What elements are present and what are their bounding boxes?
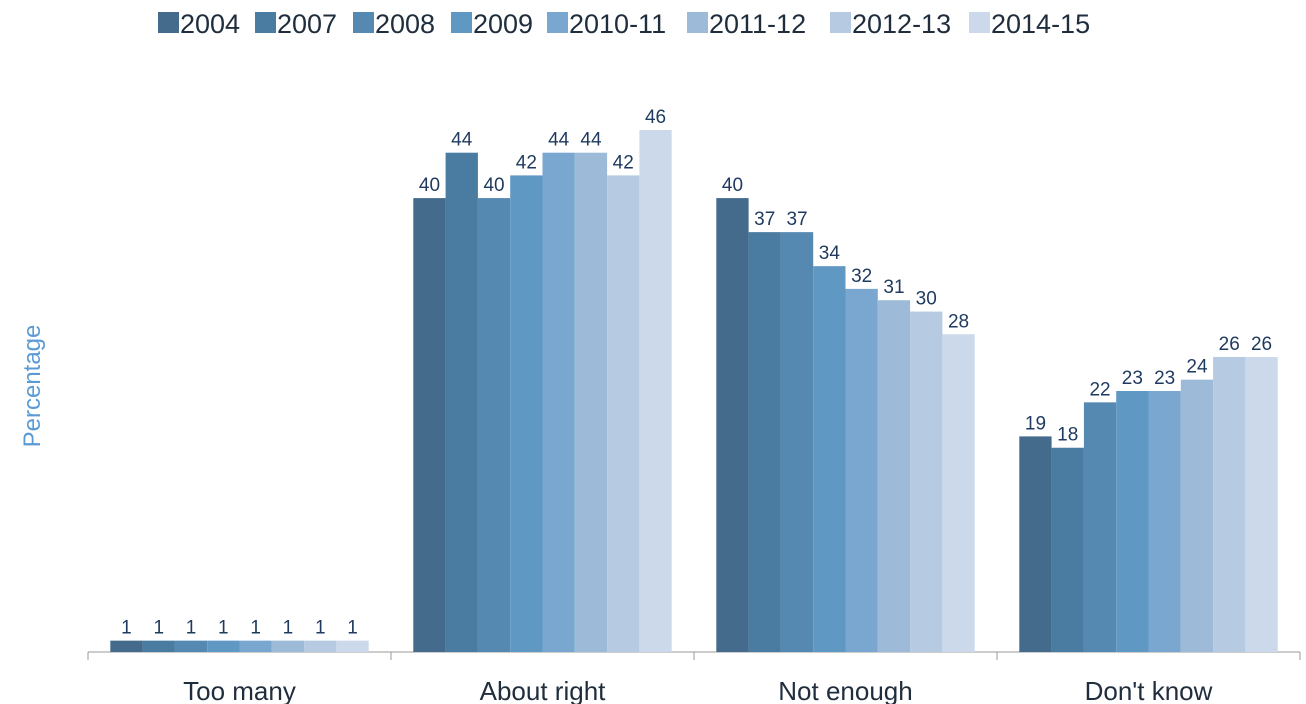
data-label: 42 <box>613 152 634 173</box>
legend-swatch <box>830 12 851 33</box>
bar <box>304 640 337 652</box>
bar <box>1116 391 1149 652</box>
bar <box>910 311 943 652</box>
data-label: 1 <box>121 618 132 639</box>
bar <box>877 300 911 652</box>
bar <box>607 175 640 652</box>
bar <box>445 152 478 652</box>
data-label: 19 <box>1025 413 1046 434</box>
legend-label: 2012-13 <box>852 9 951 39</box>
category-labels-group: Too many About right Not enough Don't know <box>183 676 1212 704</box>
bar <box>336 640 369 652</box>
data-label: 37 <box>754 209 775 230</box>
bar <box>542 152 575 652</box>
legend-label: 2009 <box>473 9 533 39</box>
data-label: 40 <box>483 175 504 196</box>
bar <box>845 288 878 652</box>
data-label: 34 <box>819 243 841 264</box>
bar <box>510 175 543 652</box>
data-label: 26 <box>1219 334 1240 355</box>
bar <box>942 334 975 652</box>
legend-swatch <box>451 12 472 33</box>
data-label: 1 <box>250 618 261 639</box>
data-label: 32 <box>851 266 872 287</box>
data-label: 31 <box>883 277 904 298</box>
bar <box>174 640 208 652</box>
data-label: 1 <box>218 618 229 639</box>
bar <box>1019 436 1052 652</box>
legend-label: 2011-12 <box>709 9 806 39</box>
legend-swatch <box>158 12 179 33</box>
data-label: 46 <box>645 107 666 128</box>
bar <box>1148 391 1181 652</box>
data-label: 1 <box>186 618 197 639</box>
bar <box>207 640 240 652</box>
bar <box>477 198 511 652</box>
bar <box>1245 356 1278 652</box>
legend-label: 2007 <box>277 9 337 39</box>
bar <box>748 232 781 652</box>
data-label: 44 <box>548 130 570 151</box>
data-label: 24 <box>1186 357 1208 378</box>
bar <box>413 198 446 652</box>
bar <box>639 130 672 652</box>
category-label: Not enough <box>778 676 912 704</box>
legend-label: 2004 <box>180 9 240 39</box>
data-label: 22 <box>1089 379 1110 400</box>
legend-swatch <box>353 12 374 33</box>
category-label: Too many <box>183 676 296 704</box>
legend-label: 2014-15 <box>991 9 1090 39</box>
bar <box>1180 379 1214 652</box>
data-label: 42 <box>516 152 537 173</box>
legend-swatch <box>547 12 568 33</box>
bar <box>110 640 143 652</box>
y-axis-title: Percentage <box>19 325 46 448</box>
bar <box>780 232 814 652</box>
bar <box>1083 402 1117 652</box>
data-label: 37 <box>786 209 807 230</box>
data-label: 23 <box>1154 368 1175 389</box>
legend-label: 2010-11 <box>569 9 666 39</box>
category-label: Don't know <box>1085 676 1213 704</box>
bar <box>271 640 305 652</box>
bar <box>142 640 175 652</box>
data-label: 28 <box>948 311 969 332</box>
legend-swatch <box>969 12 990 33</box>
bar <box>716 198 749 652</box>
data-label: 1 <box>153 618 164 639</box>
legend-swatch <box>687 12 708 33</box>
data-label: 1 <box>347 618 358 639</box>
data-label: 40 <box>419 175 440 196</box>
legend: 2004 2007 2008 2009 2010-11 2011-12 2012-13 201… <box>158 9 1090 39</box>
category-label: About right <box>480 676 607 704</box>
bars-group <box>110 130 1278 652</box>
x-axis-ticks <box>87 652 1301 660</box>
data-label: 30 <box>916 289 937 310</box>
data-label: 1 <box>315 618 326 639</box>
legend-label: 2008 <box>375 9 435 39</box>
data-label: 40 <box>722 175 743 196</box>
data-label: 23 <box>1122 368 1143 389</box>
data-label: 44 <box>580 130 602 151</box>
legend-swatch <box>255 12 276 33</box>
data-label: 18 <box>1057 425 1078 446</box>
bar <box>1213 356 1246 652</box>
bar <box>813 266 846 652</box>
data-label: 26 <box>1251 334 1272 355</box>
bar <box>239 640 272 652</box>
data-label: 1 <box>283 618 294 639</box>
bar <box>1051 447 1084 652</box>
bar <box>574 152 608 652</box>
data-label: 44 <box>451 130 473 151</box>
